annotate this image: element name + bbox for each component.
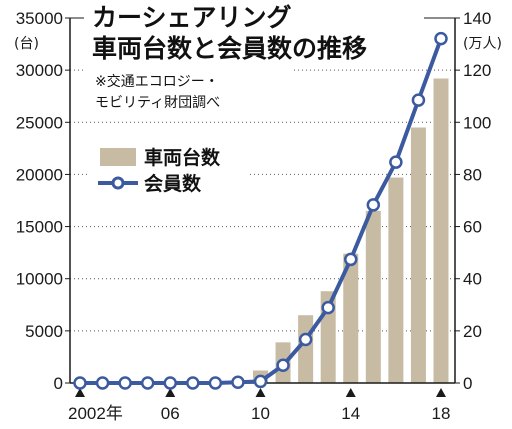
line-point [163, 376, 177, 390]
legend-bar-swatch [100, 148, 136, 166]
line-point [434, 31, 448, 46]
left-axis-ticks: 0 5000 10000 15000 20000 25000 30000 35000 [16, 9, 70, 393]
line-point [276, 358, 290, 373]
x-tick-label: 2002年 [68, 404, 123, 423]
title-background [84, 4, 424, 66]
bar [433, 78, 449, 383]
left-tick-label: 35000 [16, 9, 63, 28]
right-axis-ticks: 0 20 40 60 80 100 120 140 [455, 9, 491, 393]
line-point [411, 93, 426, 107]
legend-line-label: 会員数 [144, 172, 202, 195]
x-tick-label: 18 [432, 404, 451, 423]
bar-series [253, 78, 449, 383]
left-tick-label: 10000 [16, 270, 63, 289]
line-series [73, 31, 448, 390]
right-tick-label: 140 [463, 9, 491, 28]
bar [365, 210, 381, 383]
line-point [366, 198, 381, 212]
title-line-1: カーシェアリング [92, 3, 292, 32]
right-tick-label: 120 [463, 61, 491, 80]
right-tick-label: 100 [463, 113, 491, 132]
left-tick-label: 20000 [16, 165, 63, 184]
line-point [73, 376, 87, 390]
x-tick-label: 06 [161, 404, 180, 423]
x-tick-marker [345, 388, 356, 397]
chart-title: カーシェアリング 車両台数と会員数の推移 [84, 3, 424, 66]
source-line-1: ※交通エコロジー・ [95, 73, 219, 90]
bar [298, 315, 314, 383]
left-tick-label: 15000 [16, 218, 63, 237]
x-tick-marker [75, 388, 85, 397]
bar [410, 127, 426, 383]
line-point [208, 376, 223, 390]
source-note: ※交通エコロジー・ モビリティ財団調べ [84, 66, 294, 112]
line-point [186, 376, 200, 390]
bar [388, 177, 404, 383]
line-point [231, 375, 245, 389]
line-point [298, 332, 313, 347]
right-tick-label: 60 [463, 218, 482, 237]
bar [343, 253, 359, 383]
right-tick-label: 0 [463, 374, 472, 393]
x-tick-marker [436, 388, 446, 397]
line-point [344, 252, 358, 267]
legend: 車両台数 会員数 [90, 136, 250, 202]
legend-line-marker [111, 176, 125, 190]
line-point [253, 374, 268, 389]
left-tick-label: 0 [54, 374, 63, 393]
left-axis-unit: (台) [14, 36, 39, 52]
right-tick-label: 20 [463, 322, 482, 341]
x-tick-marker [165, 388, 176, 397]
x-tick-label: 14 [341, 404, 360, 423]
title-line-2: 車両台数と会員数の推移 [92, 34, 367, 63]
right-tick-label: 80 [463, 165, 482, 184]
source-line-2: モビリティ財団調べ [95, 95, 220, 111]
line-point [118, 376, 132, 390]
left-tick-label: 5000 [25, 322, 63, 341]
legend-bar-label: 車両台数 [144, 146, 221, 169]
left-tick-label: 30000 [16, 61, 63, 80]
line-point [321, 300, 335, 315]
x-tick-marker [255, 388, 266, 397]
line-point [95, 376, 110, 390]
right-axis-unit: (万人) [463, 36, 502, 52]
x-tick-label: 10 [251, 404, 270, 423]
right-tick-label: 40 [463, 270, 482, 289]
x-axis-ticks: 2002年 06 10 14 18 [68, 388, 450, 423]
line-point [140, 376, 155, 390]
legend-background [90, 136, 250, 202]
left-tick-label: 25000 [16, 113, 63, 132]
line-point [389, 155, 403, 169]
source-background [84, 66, 294, 112]
